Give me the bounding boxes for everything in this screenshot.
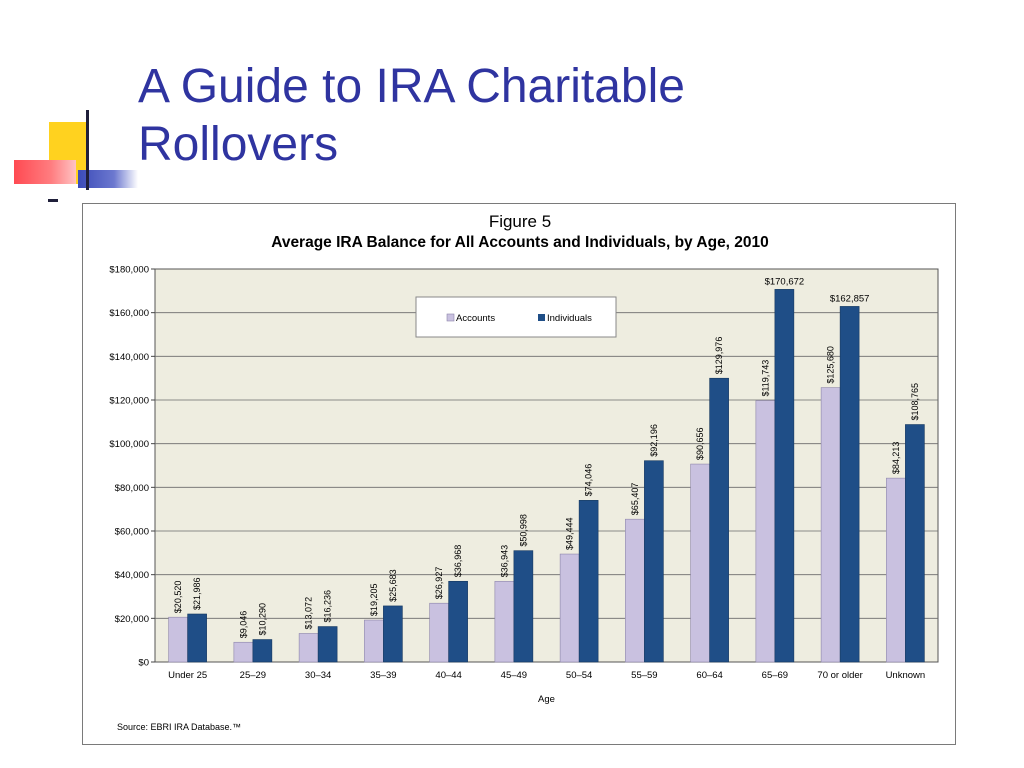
data-label-accounts: $125,680	[826, 346, 836, 384]
x-tick-label: 55–59	[631, 670, 657, 681]
figure-source: Source: EBRI IRA Database.™	[117, 722, 242, 732]
data-label-individuals: $10,290	[257, 603, 267, 636]
y-tick-label: $80,000	[115, 483, 149, 494]
x-tick-label: Under 25	[168, 670, 207, 681]
x-tick-label: 45–49	[501, 670, 527, 681]
data-label-accounts: $26,927	[434, 567, 444, 600]
data-label-individuals: $16,236	[323, 590, 333, 623]
data-label-individuals: $129,976	[714, 337, 724, 375]
data-label-individuals: $21,986	[192, 577, 202, 610]
x-tick-label: 30–34	[305, 670, 331, 681]
bar-individuals	[513, 550, 534, 663]
data-label-individuals: $108,765	[910, 383, 920, 421]
bar-accounts	[559, 553, 580, 663]
data-label-accounts: $20,520	[173, 581, 183, 614]
bar-accounts	[625, 518, 645, 663]
x-tick-label: 70 or older	[817, 670, 862, 681]
decorative-red-bar	[14, 160, 76, 184]
y-tick-label: $60,000	[115, 527, 149, 538]
slide-title-line-2: Rollovers	[138, 118, 339, 171]
data-label-accounts: $84,213	[891, 442, 901, 475]
decorative-vertical-line	[86, 110, 89, 190]
data-label-accounts: $49,444	[565, 518, 575, 551]
bar-accounts	[820, 387, 841, 663]
bar-accounts	[298, 633, 319, 663]
decorative-blue-bar	[78, 170, 138, 188]
data-label-individuals: $25,683	[388, 569, 398, 602]
y-tick-label: $180,000	[109, 265, 149, 276]
legend-label-individuals: Individuals	[547, 313, 592, 324]
data-label-individuals: $36,968	[453, 545, 463, 578]
x-tick-label: Unknown	[886, 670, 926, 681]
data-label-accounts: $19,205	[369, 584, 379, 617]
data-label-individuals: $50,998	[518, 514, 528, 547]
legend-swatch-accounts	[446, 313, 455, 322]
data-label-accounts: $119,743	[760, 360, 770, 397]
slide-title: A Guide to IRA Charitable Rollovers	[138, 58, 958, 174]
figure-title: Average IRA Balance for All Accounts and…	[271, 234, 769, 251]
bar-individuals	[317, 626, 338, 663]
data-label-individuals: $74,046	[584, 464, 594, 497]
legend-swatch-individuals	[538, 314, 545, 321]
data-label-accounts: $13,072	[304, 597, 314, 630]
bar-individuals	[905, 424, 925, 663]
slide-title-line-1: A Guide to IRA Charitable	[138, 60, 685, 113]
y-tick-label: $120,000	[109, 396, 149, 407]
x-tick-label: 40–44	[435, 670, 461, 681]
y-tick-label: $100,000	[109, 439, 149, 450]
data-label-accounts: $36,943	[499, 545, 509, 578]
figure-panel: Figure 5 Average IRA Balance for All Acc…	[82, 203, 956, 745]
y-tick-label: $40,000	[115, 570, 149, 581]
bar-accounts	[494, 581, 515, 663]
bar-individuals	[252, 639, 273, 663]
bar-individuals	[709, 377, 729, 663]
bar-chart: $0 $20,000 $40,000 $60,000 $80,000 $100,000 $1…	[109, 265, 939, 705]
x-tick-label: 25–29	[240, 670, 266, 681]
decorative-bullet-dash	[48, 199, 58, 202]
y-tick-label: $160,000	[109, 308, 149, 319]
bar-individuals	[839, 306, 860, 663]
x-tick-label: 65–69	[762, 670, 788, 681]
x-axis-label: Age	[538, 694, 555, 705]
bar-accounts	[168, 616, 188, 663]
bar-individuals	[187, 613, 207, 663]
bar-accounts	[886, 477, 906, 663]
data-label-individuals: $162,857	[830, 293, 870, 304]
x-tick-label: 50–54	[566, 670, 592, 681]
bar-individuals	[644, 460, 664, 663]
bar-individuals	[448, 580, 468, 663]
y-tick-label: $140,000	[109, 352, 149, 363]
figure-label: Figure 5	[488, 212, 552, 231]
data-label-accounts: $9,046	[238, 611, 248, 639]
y-tick-label: $0	[138, 658, 149, 669]
bar-accounts	[690, 463, 710, 663]
data-label-individuals: $92,196	[649, 424, 659, 457]
x-tick-label: 35–39	[370, 670, 396, 681]
data-label-accounts: $90,656	[695, 428, 705, 461]
x-tick-label: 60–64	[696, 670, 722, 681]
bar-individuals	[774, 289, 795, 663]
bar-individuals	[578, 500, 599, 663]
bar-accounts	[233, 641, 254, 663]
bar-accounts	[429, 602, 449, 663]
data-label-individuals: $170,672	[765, 276, 805, 287]
bar-individuals	[383, 605, 403, 663]
bar-accounts	[755, 400, 776, 663]
bar-accounts	[364, 619, 384, 663]
data-label-accounts: $65,407	[630, 483, 640, 516]
y-tick-label: $20,000	[115, 614, 149, 625]
legend-label-accounts: Accounts	[456, 313, 495, 324]
